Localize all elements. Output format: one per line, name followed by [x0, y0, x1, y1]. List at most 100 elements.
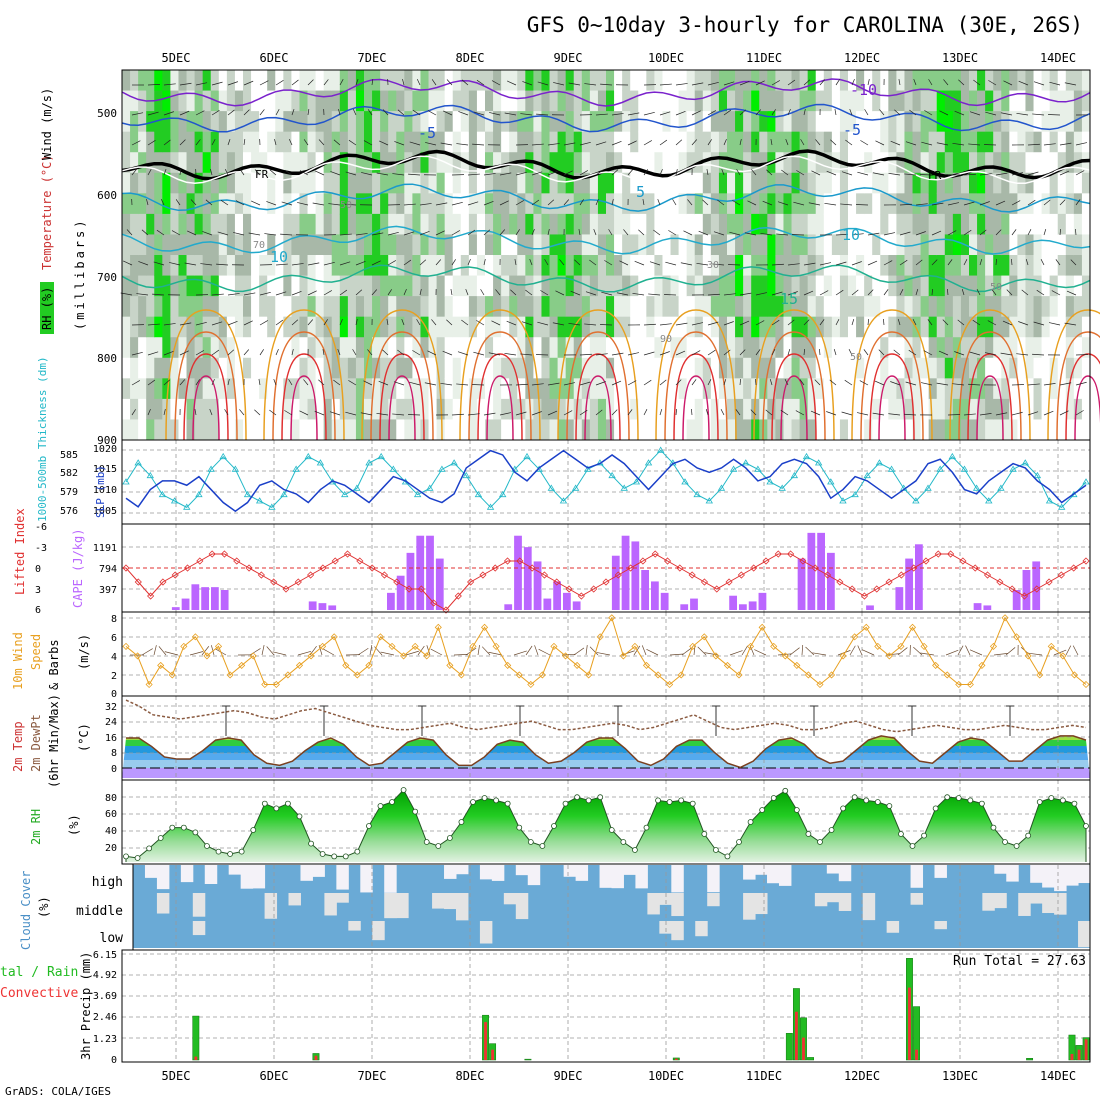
rh-cell [428, 255, 438, 277]
rh-cell [654, 337, 663, 359]
rh-point [134, 855, 141, 861]
rh-cell [936, 172, 946, 194]
rh-cell [686, 316, 696, 338]
rh-cell [347, 152, 357, 174]
wind-barb [657, 198, 661, 206]
rh-cell [735, 90, 744, 112]
wind-barb [179, 110, 190, 116]
rh-cell [283, 296, 292, 318]
wind-barb [931, 259, 938, 266]
rh-cell [896, 193, 905, 215]
rh-cell [493, 213, 502, 235]
thickness-point [365, 459, 373, 466]
rh-cell [880, 398, 889, 420]
wind-barb [995, 258, 997, 266]
rh-tick: 80 [105, 793, 117, 804]
ylabel-speed: Speed [29, 634, 43, 670]
cloud-cell [994, 865, 1007, 874]
rh-cell [154, 316, 163, 338]
wind-barb [936, 142, 949, 146]
wind-barb [739, 349, 746, 356]
rh-cell [775, 316, 784, 338]
rh-cell [154, 111, 163, 133]
rh-cell [388, 234, 397, 256]
rh-cell [735, 296, 744, 318]
wind-barb [427, 110, 437, 116]
rh-cell [460, 337, 470, 359]
li-point [663, 557, 672, 565]
li-point [959, 557, 967, 565]
rh-cell [1057, 275, 1067, 297]
rh-cell [799, 172, 809, 194]
rh-cell [444, 213, 454, 235]
rh-cell [775, 90, 784, 112]
rh-cell [848, 337, 857, 359]
rh-cell [751, 152, 760, 174]
wind-barb [819, 319, 825, 326]
precip-convective-bar [194, 1056, 198, 1060]
wind-barb [845, 139, 853, 146]
rh-cell [460, 131, 470, 153]
rh-cell [1041, 275, 1051, 297]
rh-cell [154, 337, 163, 359]
rh-cell [694, 419, 704, 441]
rh-cell [299, 70, 309, 92]
wind-barb [627, 380, 637, 386]
wind-barb [1043, 143, 1056, 146]
rh-cell [904, 337, 914, 359]
li-point [651, 550, 659, 558]
thickness-tick: 576 [60, 506, 78, 517]
rh-cell [694, 70, 704, 92]
li-tick: 0 [35, 564, 41, 575]
rh-cell [267, 172, 276, 194]
rh-cell [138, 255, 147, 277]
wind-barb [416, 79, 421, 86]
rh-cell [686, 111, 696, 133]
rh-cell [791, 234, 801, 256]
temp-contour [121, 103, 1091, 133]
rh-cell [606, 275, 615, 297]
precip-tick: 1.23 [93, 1034, 117, 1045]
slp-tick: 1010 [93, 485, 117, 496]
rh-cell [501, 111, 510, 133]
rh-cell [154, 90, 163, 112]
rh-cell [856, 90, 865, 112]
rh-cell [718, 172, 728, 194]
rh-cell [1049, 172, 1059, 194]
cape-bar [748, 601, 757, 610]
wind-barb [506, 320, 517, 326]
rh-cell [146, 255, 155, 277]
rh-cell [162, 234, 171, 256]
rh-cell [1017, 255, 1026, 277]
rh-cell [444, 378, 454, 400]
wind-barb [979, 412, 992, 416]
rh-cell [218, 111, 228, 133]
li-point [873, 585, 881, 593]
rh-cell [218, 419, 228, 441]
rh-cell [646, 275, 655, 297]
rh-cell [1009, 90, 1018, 112]
wind-point [365, 661, 373, 669]
rh-cell [775, 255, 784, 277]
rh-cell [251, 193, 260, 215]
rh-cell [815, 378, 825, 400]
rh-cell [985, 275, 994, 297]
rh-cell [856, 213, 865, 235]
li-tick: -6 [35, 522, 47, 533]
wind-barb [755, 292, 768, 296]
rh-cell [807, 398, 817, 420]
rh-cell [581, 275, 591, 297]
rh-cell [823, 152, 833, 174]
wind-barb [284, 410, 293, 416]
wind-barb [723, 81, 735, 86]
cloud-cell [671, 893, 684, 917]
thickness-point [875, 459, 884, 466]
rh-cell [952, 275, 962, 297]
rh-cell [1033, 152, 1043, 174]
rh-cell [501, 90, 510, 112]
rh-cell [178, 255, 188, 277]
rh-cell [735, 70, 744, 92]
wind-tick: 4 [111, 652, 117, 663]
ylabel-slp: SLP (mb) [94, 465, 107, 518]
wind-barb [163, 168, 167, 176]
